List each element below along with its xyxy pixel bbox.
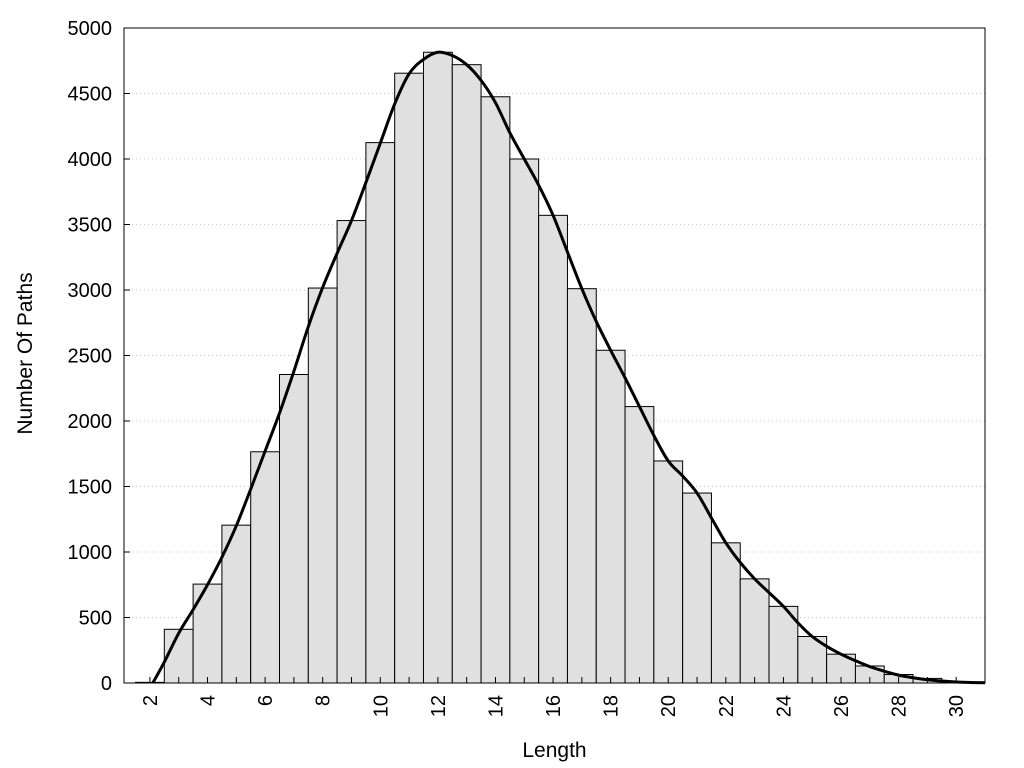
bar [595, 349, 626, 684]
y-tick-label: 500 [79, 608, 112, 630]
bar [624, 406, 655, 684]
y-tick-label: 4500 [68, 84, 113, 106]
x-tick-label: 26 [831, 695, 853, 717]
y-axis-label: Number Of Paths [14, 272, 37, 434]
bar [451, 64, 482, 684]
x-tick-label: 20 [658, 695, 680, 717]
y-tick-label: 1000 [68, 542, 113, 564]
x-tick-label: 28 [889, 695, 911, 717]
y-tick-label: 3000 [68, 280, 113, 302]
x-tick-label: 12 [428, 695, 450, 717]
y-tick-label: 1500 [68, 477, 113, 499]
bar [250, 451, 280, 684]
bar [192, 583, 223, 684]
bar [336, 220, 367, 684]
x-tick-label: 8 [313, 695, 335, 706]
y-axis-ticks: 0 500 1000 1500 2000 2500 3000 3500 4000 4500 5000 [68, 18, 130, 695]
y-tick-label: 5000 [68, 18, 113, 40]
y-tick-label: 3500 [68, 215, 113, 237]
bar [710, 542, 741, 684]
x-tick-label: 4 [198, 695, 220, 706]
bar [365, 142, 396, 684]
x-axis-ticks: 2 4 6 8 10 12 14 16 18 20 22 24 26 28 30 [140, 677, 968, 717]
bar [307, 287, 338, 684]
x-tick-label: 16 [543, 695, 565, 717]
x-tick-label: 6 [255, 695, 277, 706]
y-tick-label: 2000 [68, 411, 113, 433]
x-tick-label: 10 [370, 695, 392, 717]
x-tick-label: 22 [716, 695, 738, 717]
y-tick-label: 4000 [68, 149, 113, 171]
x-axis-label: Length [522, 739, 586, 762]
bar [422, 51, 453, 684]
bar [566, 288, 597, 684]
bars [135, 51, 972, 684]
bar [480, 96, 511, 684]
bar [682, 492, 712, 684]
bar [394, 72, 424, 684]
x-tick-label: 2 [140, 695, 162, 706]
curve-line [151, 50, 986, 685]
density-curve [151, 50, 986, 685]
x-tick-label: 30 [946, 695, 968, 717]
bar [739, 578, 770, 684]
y-tick-label: 0 [101, 673, 112, 695]
x-tick-label: 18 [601, 695, 623, 717]
x-tick-label: 24 [773, 695, 795, 717]
bar [509, 158, 540, 684]
bar [538, 214, 568, 684]
y-tick-label: 2500 [68, 346, 113, 368]
x-tick-label: 14 [485, 695, 507, 717]
bar [278, 373, 309, 684]
bar [653, 460, 684, 684]
